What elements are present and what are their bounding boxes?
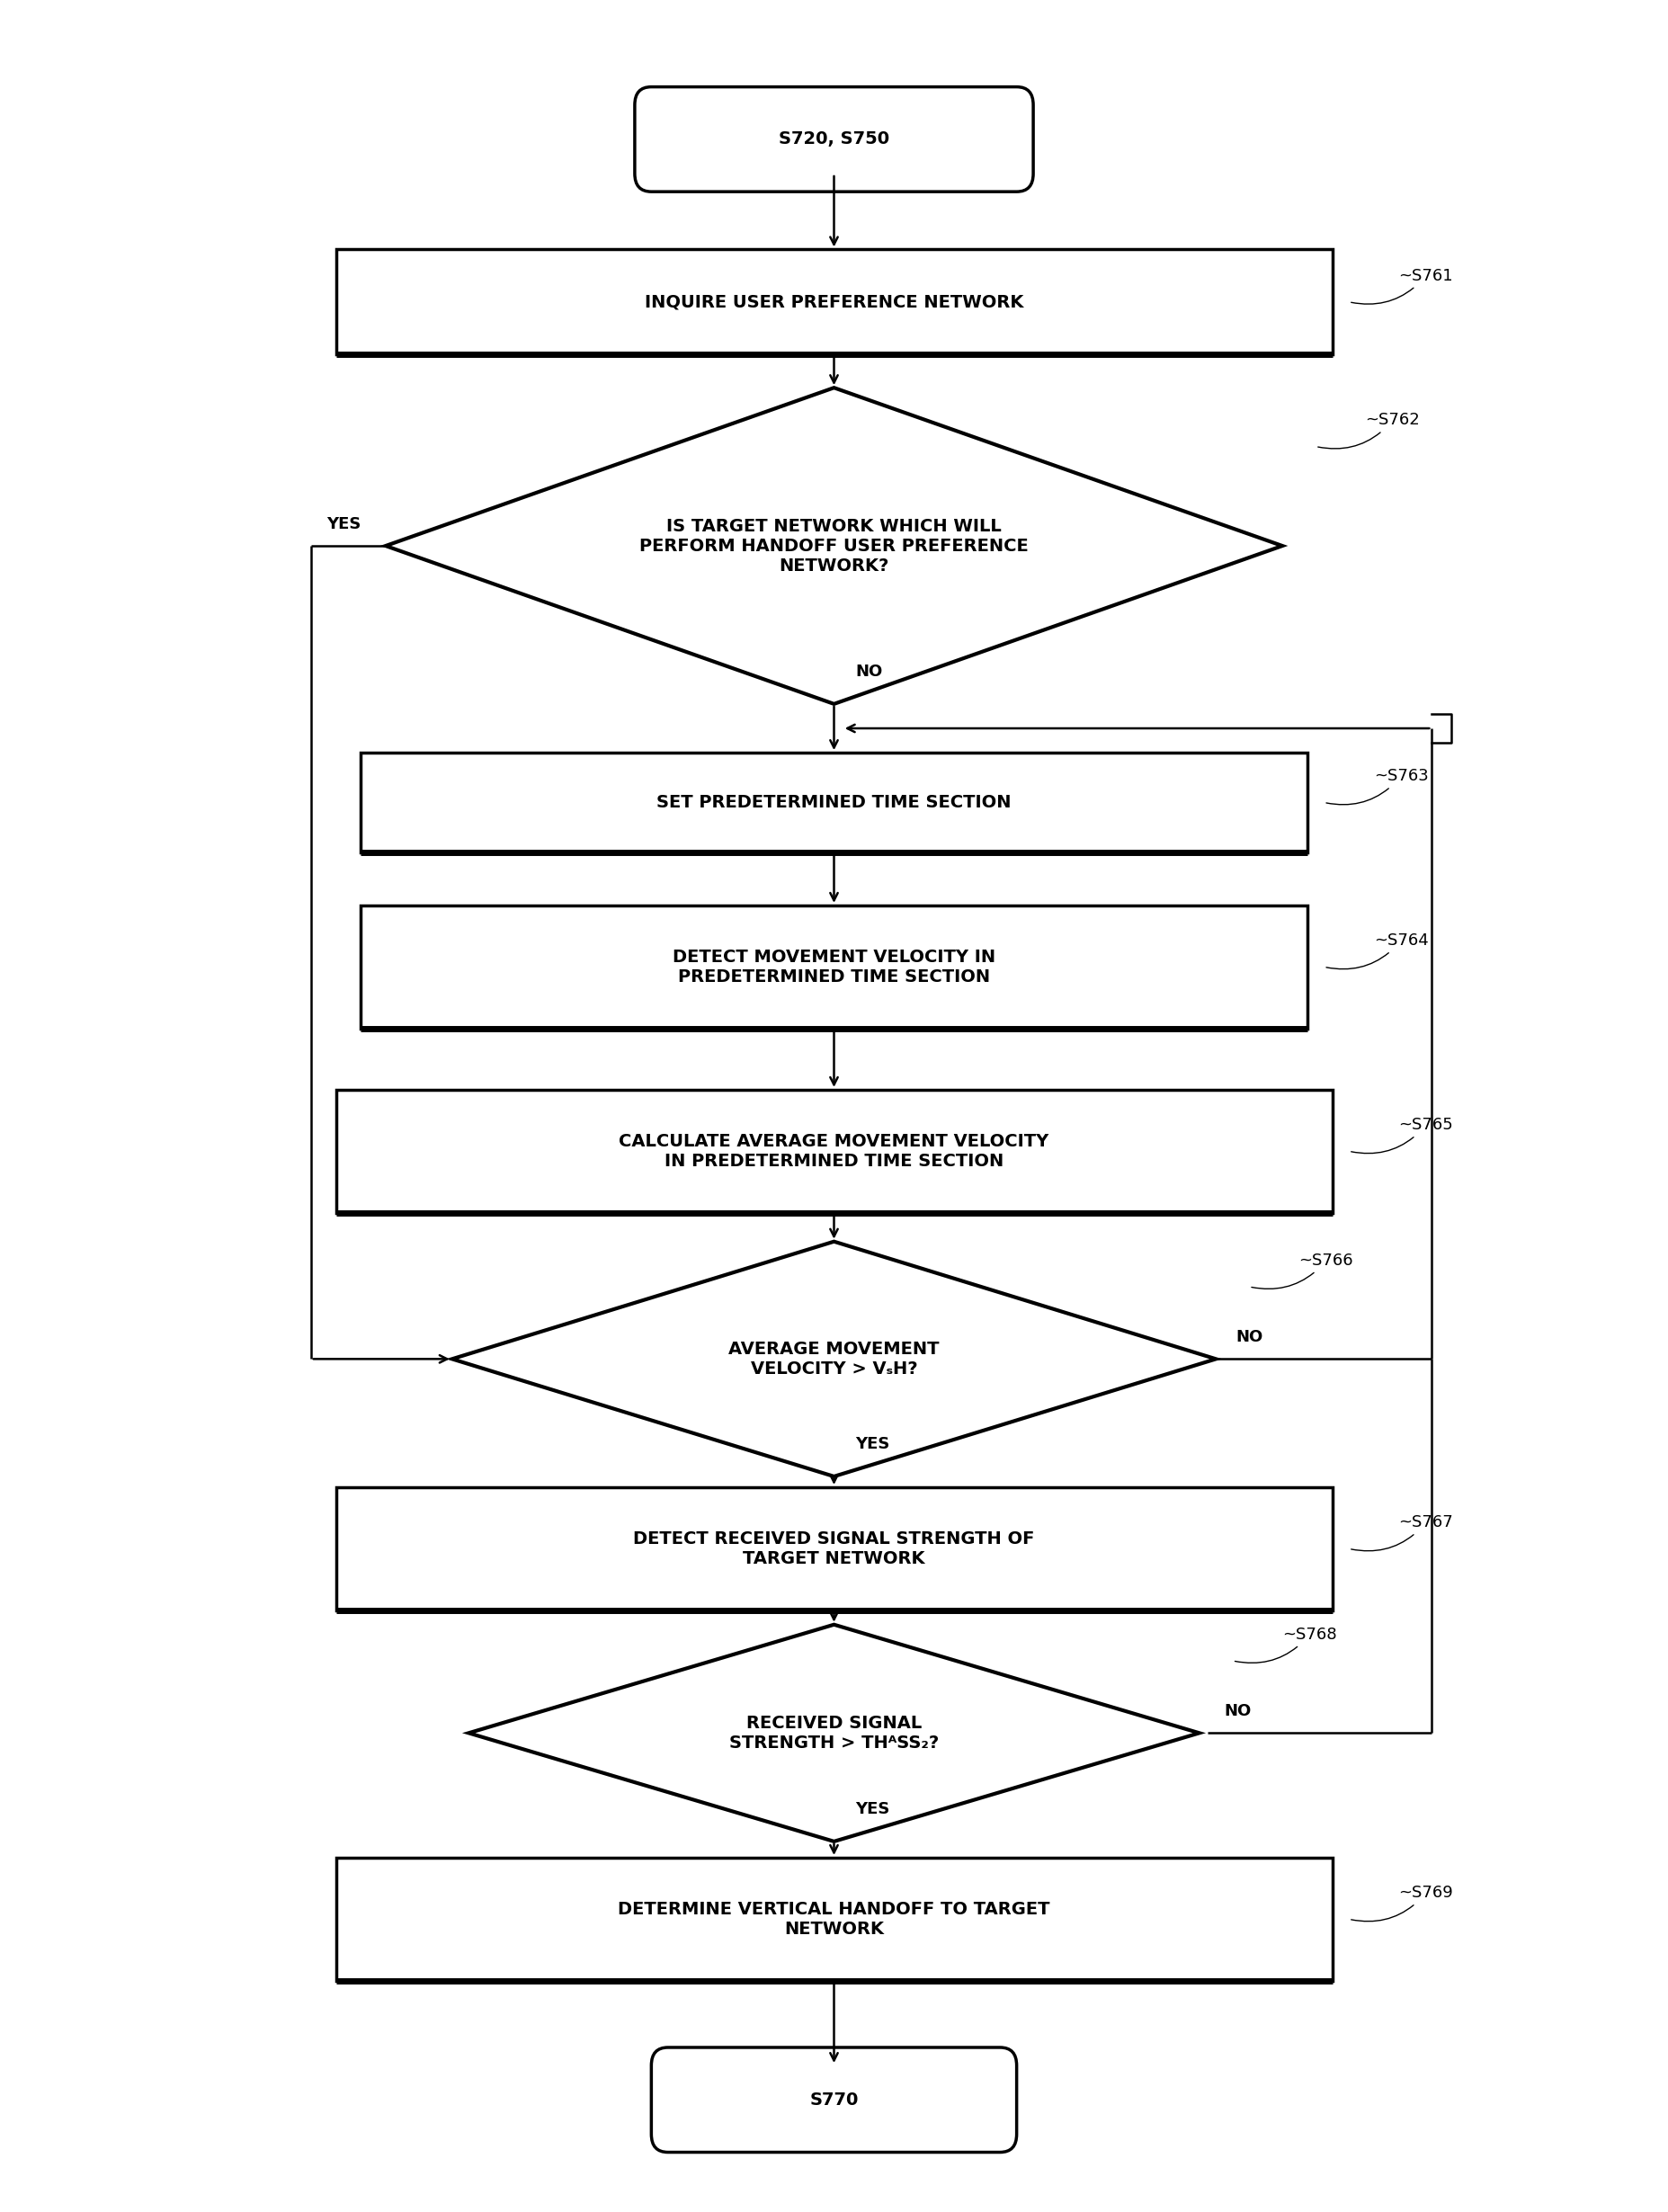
Bar [335,1858,1333,1980]
Text: YES: YES [327,515,360,533]
Text: ~S764: ~S764 [1326,933,1428,969]
Bar [360,752,1308,852]
Bar [335,250,1333,354]
Text: IS TARGET NETWORK WHICH WILL
PERFORM HANDOFF USER PREFERENCE
NETWORK?: IS TARGET NETWORK WHICH WILL PERFORM HAN… [639,518,1029,575]
Text: ~S761: ~S761 [1351,268,1453,303]
Polygon shape [469,1624,1199,1840]
Text: S770: S770 [809,2090,859,2108]
Text: ~S766: ~S766 [1251,1252,1353,1290]
Text: S720, S750: S720, S750 [779,131,889,148]
Bar [335,1091,1333,1212]
Text: DETECT RECEIVED SIGNAL STRENGTH OF
TARGET NETWORK: DETECT RECEIVED SIGNAL STRENGTH OF TARGE… [634,1531,1034,1566]
Text: NO: NO [1236,1329,1263,1345]
Text: NO: NO [1224,1703,1251,1719]
Text: YES: YES [856,1436,891,1451]
Text: CALCULATE AVERAGE MOVEMENT VELOCITY
IN PREDETERMINED TIME SECTION: CALCULATE AVERAGE MOVEMENT VELOCITY IN P… [619,1133,1049,1170]
FancyBboxPatch shape [636,86,1032,192]
Bar [335,1486,1333,1610]
Text: DETERMINE VERTICAL HANDOFF TO TARGET
NETWORK: DETERMINE VERTICAL HANDOFF TO TARGET NET… [617,1900,1051,1938]
Text: DETECT MOVEMENT VELOCITY IN
PREDETERMINED TIME SECTION: DETECT MOVEMENT VELOCITY IN PREDETERMINE… [672,949,996,984]
Polygon shape [385,387,1283,703]
Text: YES: YES [856,1801,891,1816]
Polygon shape [452,1241,1216,1475]
Text: ~S765: ~S765 [1351,1117,1453,1152]
Text: SET PREDETERMINED TIME SECTION: SET PREDETERMINED TIME SECTION [657,794,1011,812]
Text: ~S767: ~S767 [1351,1515,1453,1551]
Bar [360,905,1308,1029]
FancyBboxPatch shape [651,2048,1017,2152]
Text: NO: NO [856,664,882,679]
Text: ~S769: ~S769 [1351,1885,1453,1922]
Text: ~S762: ~S762 [1318,411,1419,449]
Text: RECEIVED SIGNAL
STRENGTH > THᴬSS₂?: RECEIVED SIGNAL STRENGTH > THᴬSS₂? [729,1714,939,1752]
Text: AVERAGE MOVEMENT
VELOCITY > VₛH?: AVERAGE MOVEMENT VELOCITY > VₛH? [729,1340,939,1378]
Text: INQUIRE USER PREFERENCE NETWORK: INQUIRE USER PREFERENCE NETWORK [644,294,1024,310]
Text: ~S768: ~S768 [1234,1626,1336,1663]
Text: ~S763: ~S763 [1326,768,1428,805]
